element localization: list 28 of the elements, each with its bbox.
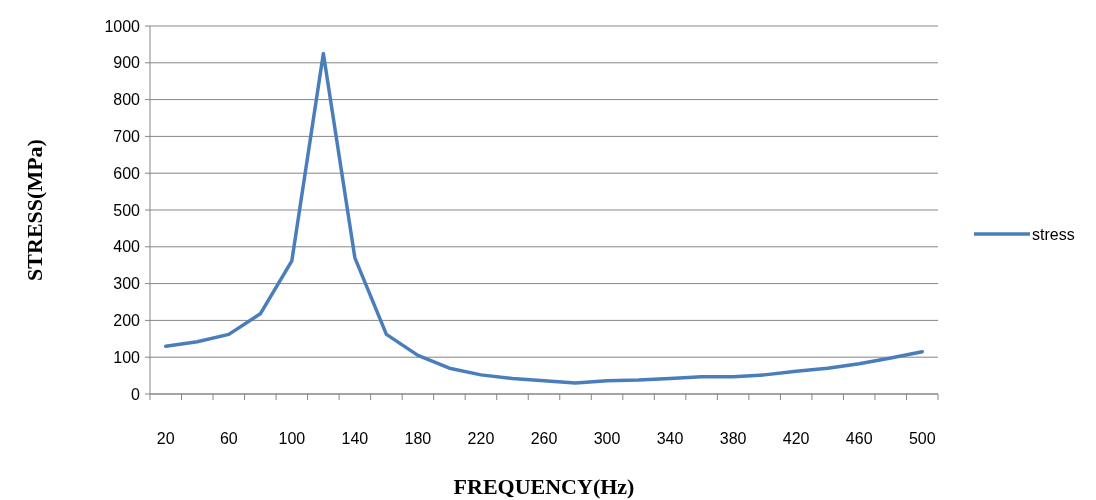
x-tick-label: 220 [467, 430, 495, 447]
y-tick-label: 0 [131, 385, 141, 403]
y-axis-title: STRESS(MPa) [22, 139, 47, 281]
y-tick-label: 100 [113, 348, 141, 366]
x-tick-label: 500 [908, 430, 936, 447]
y-tick-label: 300 [113, 275, 141, 293]
x-tick-label: 460 [845, 430, 873, 447]
x-tick-label: 260 [530, 430, 558, 447]
y-tick-label: 600 [113, 164, 141, 182]
y-tick-label: 400 [113, 238, 141, 256]
y-tick-label: 200 [113, 312, 141, 329]
y-tick-label: 900 [113, 54, 141, 72]
x-tick-label: 20 [156, 430, 175, 447]
y-tick-label: 1000 [104, 17, 141, 35]
x-tick-label: 180 [404, 430, 432, 447]
x-tick-label: 300 [593, 430, 621, 447]
x-tick-label: 380 [719, 430, 747, 447]
legend-label: stress [1032, 225, 1075, 243]
x-tick-label: 100 [278, 430, 306, 447]
y-tick-label: 800 [113, 91, 141, 109]
y-tick-label: 700 [113, 128, 141, 145]
x-tick-label: 340 [656, 430, 684, 447]
line-series [164, 51, 924, 385]
x-tick-label: 140 [341, 430, 369, 447]
y-tick-label: 500 [113, 201, 141, 219]
x-tick-label: 60 [219, 430, 238, 447]
x-axis-title: FREQUENCY(Hz) [453, 474, 635, 499]
x-tick-label: 420 [782, 430, 810, 447]
